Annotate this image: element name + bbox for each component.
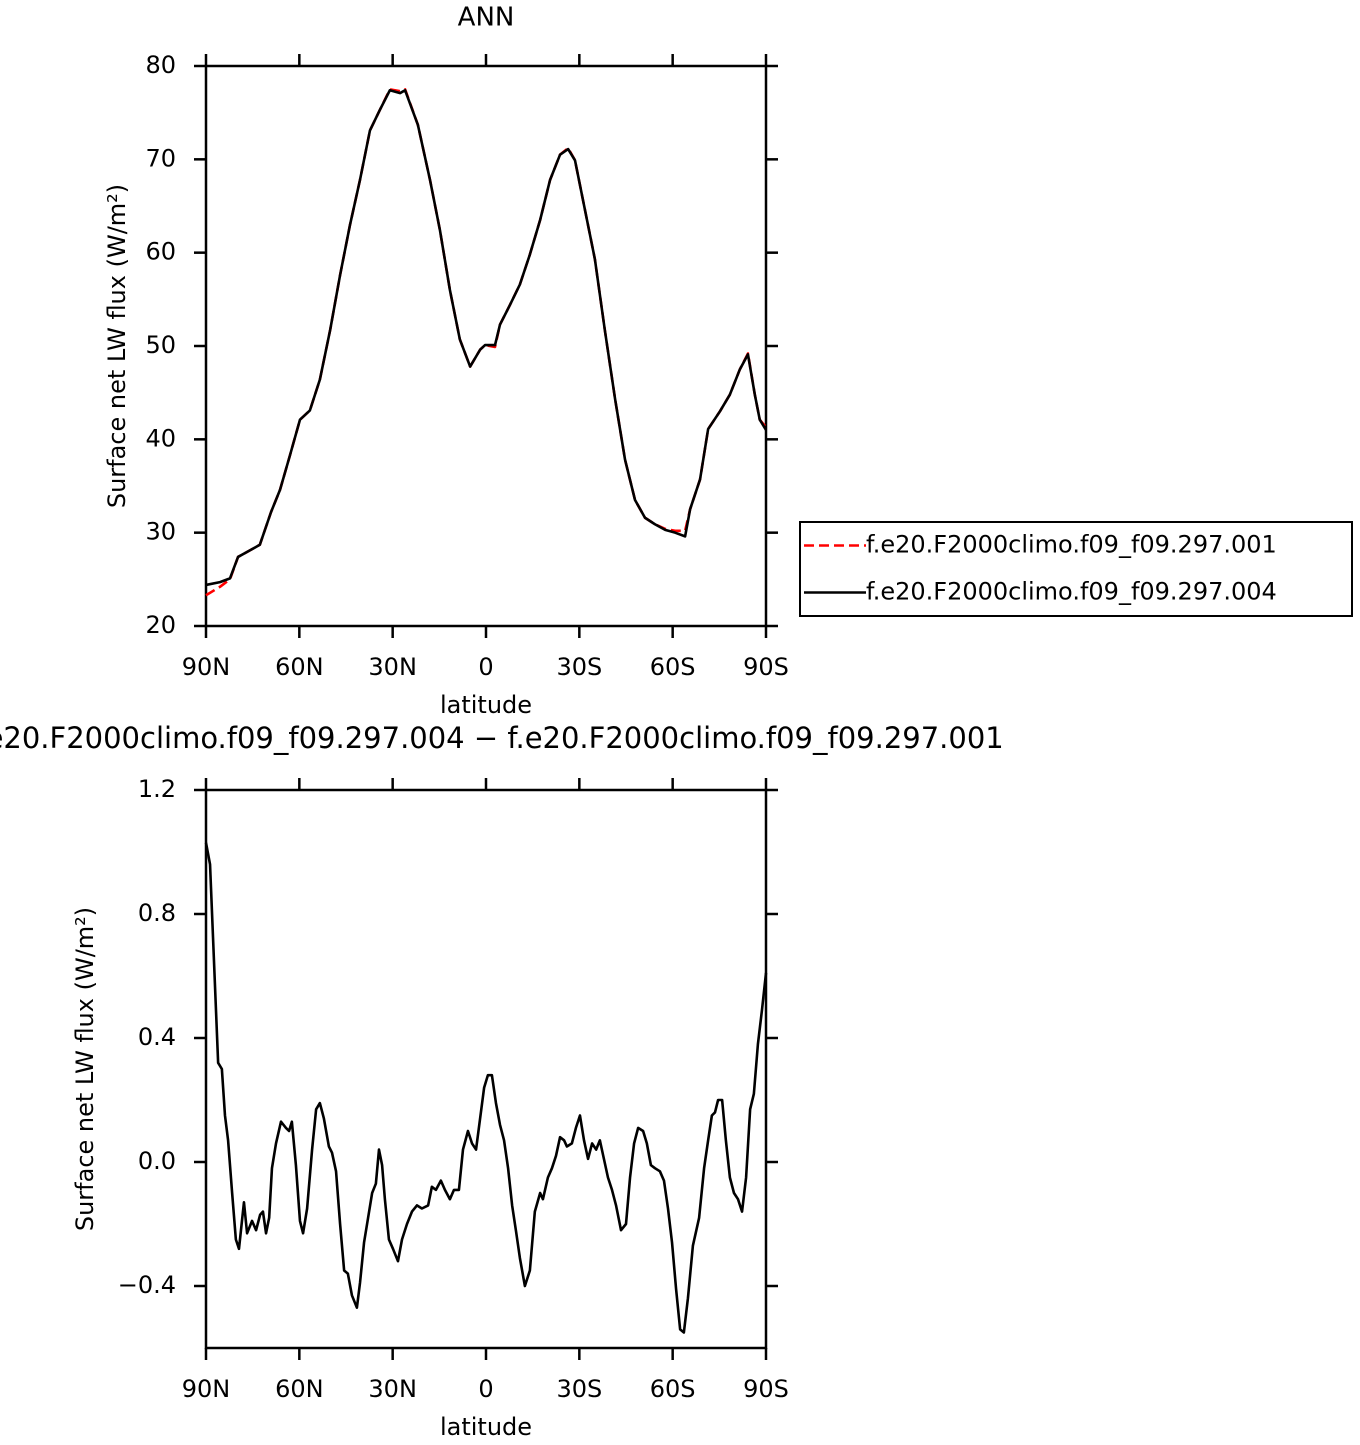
x-tick-label: 30S [556,653,602,681]
y-tick-label: 60 [145,238,176,266]
y-axis-label: Surface net LW flux (W/m²) [71,907,99,1231]
x-tick-label: 0 [478,653,493,681]
x-tick-label: 90N [182,1375,231,1403]
x-tick-label: 90S [743,653,789,681]
chart-title: ANN [458,3,515,33]
data-line [205,88,768,587]
x-axis-label: latitude [440,691,532,719]
y-tick-label: 20 [145,611,176,639]
y-tick-label: 1.2 [138,775,176,803]
legend-box [799,521,1353,617]
y-tick-label: 80 [145,51,176,79]
y-axis-label: Surface net LW flux (W/m²) [103,184,131,508]
x-tick-label: 60N [275,1375,324,1403]
plot-frame [204,788,768,1350]
y-tick-label: −0.4 [118,1271,176,1299]
y-tick-label: 40 [145,424,176,452]
x-tick-label: 60S [650,653,696,681]
y-tick-label: 70 [145,144,176,172]
data-line [204,842,768,1334]
x-tick-label: 60S [650,1375,696,1403]
x-tick-label: 30N [368,653,417,681]
x-tick-label: 30N [368,1375,417,1403]
y-tick-label: 0.8 [138,899,176,927]
x-tick-label: 60N [275,653,324,681]
y-tick-label: 0.4 [138,1023,176,1051]
chart-title: f.e20.F2000climo.f09_f09.297.004 − f.e20… [0,721,1004,755]
data-line [205,88,767,597]
x-tick-label: 90N [182,653,231,681]
x-tick-label: 30S [556,1375,602,1403]
x-tick-label: 90S [743,1375,789,1403]
y-tick-label: 30 [145,518,176,546]
y-tick-label: 0.0 [138,1147,176,1175]
x-tick-label: 0 [478,1375,493,1403]
legend-label: f.e20.F2000climo.f09_f09.297.001 [866,531,1277,559]
legend-label: f.e20.F2000climo.f09_f09.297.004 [866,578,1277,606]
x-axis-label: latitude [440,1413,532,1441]
y-tick-label: 50 [145,331,176,359]
